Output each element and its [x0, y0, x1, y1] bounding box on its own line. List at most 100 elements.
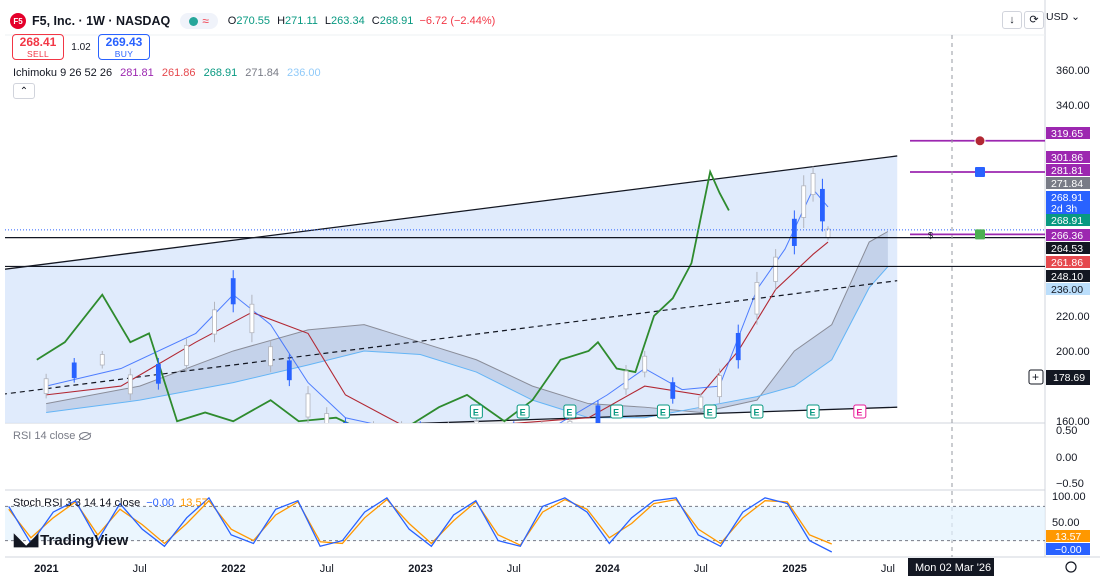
conversion-line [46, 188, 829, 423]
price-label-bg [1046, 270, 1090, 282]
candle [512, 425, 516, 436]
add-alert-button [1028, 369, 1044, 385]
candle [184, 344, 189, 366]
candle [249, 303, 255, 334]
candle [43, 378, 49, 394]
stoch-d-line [8, 498, 833, 546]
channel-fill [5, 155, 898, 423]
time-axis-tick: 2024 [595, 563, 620, 575]
price-label-bg [1046, 191, 1090, 215]
candle [230, 278, 236, 305]
candle [343, 422, 348, 423]
stoch-d-label-bg [1046, 530, 1090, 542]
price-label: 268.91 [1051, 192, 1083, 204]
ichimoku-value-3: 271.84 [245, 67, 279, 79]
tradingview-logo: ◣◢ TradingView [14, 530, 129, 549]
symbol-title[interactable]: F5, Inc. · 1W · NASDAQ [32, 14, 171, 28]
order-marker-icon [975, 167, 985, 178]
candle [418, 425, 422, 438]
price-label: 268.91 [1051, 215, 1083, 227]
earnings-marker-label: E [810, 408, 816, 418]
crosshair-date-bg [908, 558, 994, 576]
price-label: 264.53 [1051, 243, 1083, 255]
candle [735, 332, 741, 361]
price-label: 271.84 [1051, 178, 1083, 190]
arrow-down-icon[interactable]: ↓ [1002, 11, 1022, 29]
channel-mid-dashed-line [5, 280, 898, 395]
stoch-band [5, 506, 1045, 541]
price-axis-tick: 360.00 [1056, 65, 1090, 77]
candle [473, 420, 479, 423]
price-label: 266.36 [1051, 230, 1083, 242]
price-axis-tick: 220.00 [1056, 311, 1090, 323]
price-label: 301.86 [1051, 152, 1083, 164]
candle [801, 185, 807, 218]
price-label-bg [1046, 283, 1090, 295]
earnings-marker [656, 404, 670, 419]
dollar-marker-icon: $ [928, 230, 933, 240]
collapse-legend-button[interactable]: ⌃ [13, 83, 35, 99]
time-axis-tick: 2022 [221, 563, 245, 575]
candle [212, 309, 217, 335]
crosshair-price-label: 178.69 [1053, 372, 1085, 384]
candle [324, 413, 330, 423]
earnings-marker [703, 404, 717, 419]
price-label: 319.65 [1051, 128, 1083, 140]
spread-value: 1.02 [71, 41, 91, 53]
time-axis-tick: Jul [133, 563, 147, 575]
candle [791, 218, 797, 246]
earnings-marker-label: E [753, 408, 759, 418]
stoch-rsi-legend[interactable]: Stoch RSI 3 3 14 14 close −0.00 13.57 [13, 497, 208, 509]
buy-button[interactable]: 269.43 BUY [98, 34, 150, 60]
time-axis-tick: 2023 [408, 563, 432, 575]
ichimoku-value-1: 261.86 [161, 67, 196, 79]
ichimoku-value-0: 281.81 [120, 67, 154, 79]
replay-icon[interactable]: ⟳ [1024, 11, 1044, 29]
earnings-marker [853, 404, 867, 419]
candle [825, 228, 831, 238]
stoch-k-line [8, 496, 833, 553]
trade-panel: 268.41 SELL 1.02 269.43 BUY [12, 34, 150, 60]
price-label: 236.00 [1051, 284, 1083, 296]
rsi-legend[interactable]: RSI 14 close [13, 430, 92, 442]
time-axis-tick: Jul [507, 563, 521, 575]
earnings-marker-label: E [520, 408, 526, 418]
earnings-marker [806, 404, 820, 419]
time-axis-tick: 2021 [34, 563, 58, 575]
earnings-marker-label: E [566, 408, 572, 418]
candle [71, 362, 77, 379]
price-label: 248.10 [1051, 271, 1083, 283]
earnings-marker-label: E [660, 408, 666, 418]
earnings-marker [610, 404, 624, 419]
status-pill[interactable]: ≈ [180, 13, 218, 29]
check-marker-icon [975, 229, 985, 240]
crosshair-price-bg [1046, 370, 1090, 385]
candle [446, 425, 450, 436]
ohlc-readout: O270.55 H271.11 L263.34 C268.91 −6.72 (−… [227, 15, 496, 27]
ichimoku-value-2: 268.91 [203, 67, 238, 79]
time-axis-tick: Jul [881, 563, 895, 575]
tradingview-mark-icon: ◣◢ [14, 530, 38, 549]
price-label-bg [1046, 214, 1090, 226]
candle [810, 173, 816, 196]
sell-button[interactable]: 268.41 SELL [12, 34, 64, 60]
price-label-bg [1046, 151, 1090, 163]
candle [820, 188, 825, 222]
price-label-bg [1046, 164, 1090, 176]
candle [595, 405, 601, 423]
channel-lower-line [410, 406, 898, 423]
candle [698, 396, 704, 409]
time-axis-tick: 2025 [782, 563, 806, 575]
ichimoku-legend[interactable]: Ichimoku 9 26 52 26 281.81 261.86 268.91… [13, 67, 326, 79]
earnings-marker [469, 404, 483, 419]
price-label-bg [1046, 229, 1090, 241]
rsi-axis-tick: 0.50 [1056, 425, 1077, 437]
price-axis-tick: 340.00 [1056, 100, 1090, 112]
stoch-k-value: −0.00 [146, 497, 175, 509]
price-change: −6.72 (−2.44%) [419, 15, 496, 27]
hidden-eye-icon[interactable] [79, 432, 92, 441]
currency-select[interactable]: USD ⌄ [1046, 11, 1080, 23]
candle [642, 355, 648, 373]
ichimoku-cloud [46, 231, 888, 418]
